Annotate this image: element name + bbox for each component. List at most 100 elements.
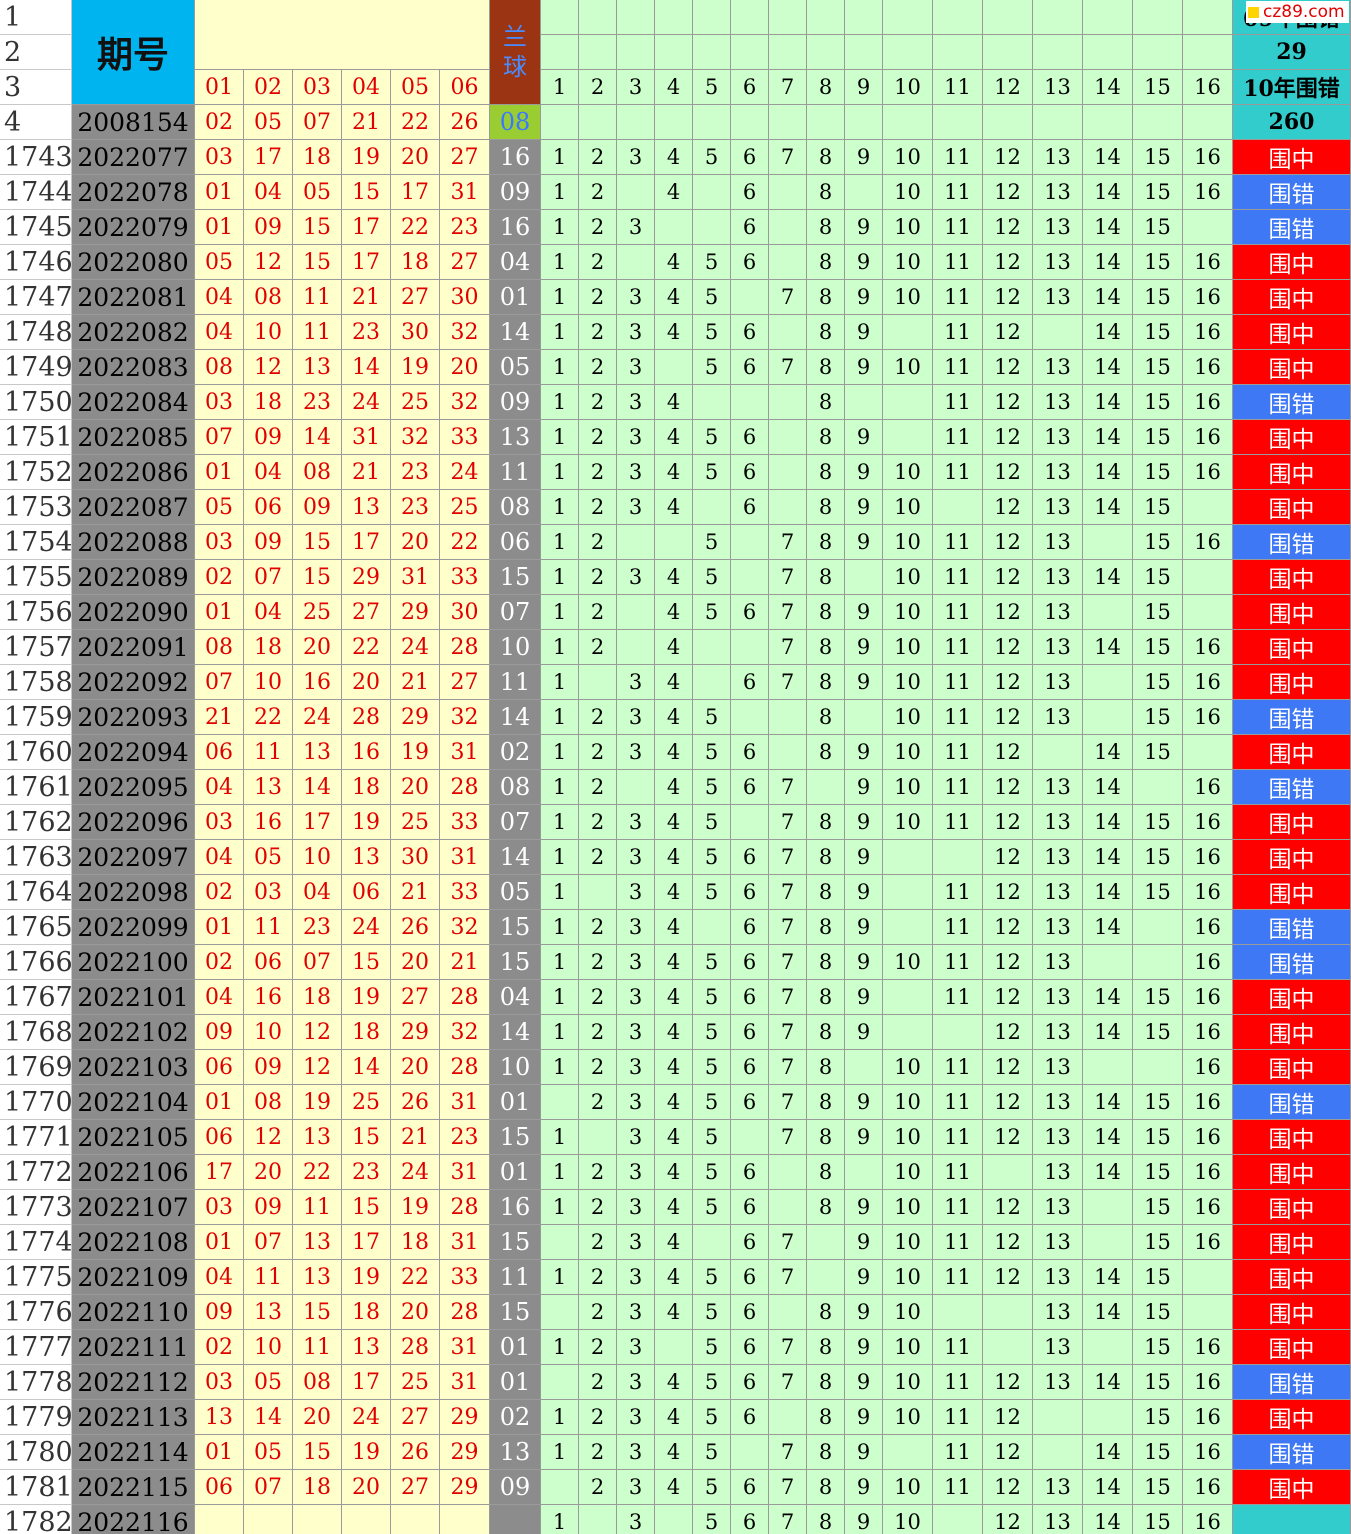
red-ball-cell[interactable]: 18	[244, 630, 293, 665]
red-ball-cell[interactable]: 23	[293, 385, 342, 420]
position-cell[interactable]: 14	[1083, 210, 1133, 245]
position-cell[interactable]: 6	[731, 875, 769, 910]
red-ball-cell[interactable]: 23	[440, 1120, 490, 1155]
position-cell[interactable]: 16	[1183, 1050, 1233, 1085]
position-cell[interactable]: 13	[1033, 1365, 1083, 1400]
position-cell[interactable]: 5	[693, 315, 731, 350]
position-cell[interactable]	[883, 910, 933, 945]
position-cell[interactable]: 14	[1083, 350, 1133, 385]
result-badge[interactable]: 围中	[1233, 980, 1351, 1015]
red-ball-cell[interactable]: 17	[391, 175, 440, 210]
red-ball-cell[interactable]: 13	[293, 735, 342, 770]
position-cell[interactable]: 9	[845, 350, 883, 385]
red-ball-cell[interactable]: 17	[293, 805, 342, 840]
blue-ball-cell[interactable]: 15	[490, 1225, 541, 1260]
position-cell[interactable]: 10	[883, 455, 933, 490]
position-cell[interactable]	[883, 420, 933, 455]
position-cell[interactable]: 2	[579, 1155, 617, 1190]
red-ball-cell[interactable]: 02	[195, 1330, 244, 1365]
red-ball-cell[interactable]: 31	[342, 420, 391, 455]
red-ball-cell[interactable]: 06	[342, 875, 391, 910]
red-ball-cell[interactable]: 20	[293, 1400, 342, 1435]
red-ball-cell[interactable]: 19	[293, 1085, 342, 1120]
position-cell[interactable]: 9	[845, 1085, 883, 1120]
red-ball-cell[interactable]: 28	[342, 700, 391, 735]
reference-blue-ball[interactable]: 08	[490, 105, 541, 140]
position-cell[interactable]: 11	[933, 700, 983, 735]
position-cell[interactable]: 6	[731, 1295, 769, 1330]
row-number[interactable]: 1771	[0, 1120, 72, 1155]
red-ball-cell[interactable]: 12	[244, 245, 293, 280]
red-ball-cell[interactable]: 17	[244, 140, 293, 175]
position-cell[interactable]	[541, 1085, 579, 1120]
red-ball-cell[interactable]: 31	[440, 840, 490, 875]
issue-number[interactable]: 2022101	[72, 980, 195, 1015]
position-cell[interactable]: 5	[693, 875, 731, 910]
row-number[interactable]: 1747	[0, 280, 72, 315]
position-cell[interactable]: 16	[1183, 1470, 1233, 1505]
red-ball-cell[interactable]: 05	[244, 840, 293, 875]
position-cell[interactable]: 12	[983, 1050, 1033, 1085]
blue-ball-cell[interactable]: 09	[490, 385, 541, 420]
position-cell[interactable]: 10	[883, 1050, 933, 1085]
position-cell[interactable]: 9	[845, 1435, 883, 1470]
position-cell[interactable]: 2	[579, 420, 617, 455]
position-cell[interactable]: 14	[1083, 1295, 1133, 1330]
position-cell[interactable]	[1133, 1050, 1183, 1085]
red-ball-cell[interactable]: 31	[440, 175, 490, 210]
reference-red-ball[interactable]: 02	[195, 105, 244, 140]
position-cell[interactable]: 13	[1033, 1085, 1083, 1120]
position-cell[interactable]: 9	[845, 1470, 883, 1505]
position-cell[interactable]: 6	[731, 420, 769, 455]
position-cell[interactable]: 13	[1033, 1120, 1083, 1155]
red-ball-cell[interactable]: 21	[342, 280, 391, 315]
position-cell[interactable]: 5	[693, 770, 731, 805]
position-cell[interactable]	[693, 1225, 731, 1260]
position-cell[interactable]: 4	[655, 1085, 693, 1120]
position-cell[interactable]: 6	[731, 210, 769, 245]
result-badge[interactable]: 围错	[1233, 1085, 1351, 1120]
position-cell[interactable]: 14	[1083, 245, 1133, 280]
position-cell[interactable]: 16	[1183, 140, 1233, 175]
position-cell[interactable]: 4	[655, 140, 693, 175]
position-cell[interactable]: 5	[693, 595, 731, 630]
position-cell[interactable]: 13	[1033, 455, 1083, 490]
red-ball-cell[interactable]: 32	[440, 700, 490, 735]
position-cell[interactable]: 4	[655, 945, 693, 980]
position-cell[interactable]: 7	[769, 1050, 807, 1085]
position-cell[interactable]: 8	[807, 140, 845, 175]
position-cell[interactable]: 5	[693, 840, 731, 875]
red-ball-cell[interactable]: 18	[391, 1225, 440, 1260]
position-cell[interactable]: 9	[845, 455, 883, 490]
result-badge[interactable]: 围中	[1233, 1015, 1351, 1050]
position-cell[interactable]: 13	[1033, 1155, 1083, 1190]
position-cell[interactable]	[1083, 1400, 1133, 1435]
red-ball-cell[interactable]: 22	[391, 210, 440, 245]
blue-ball-cell[interactable]	[490, 1505, 541, 1534]
position-cell[interactable]: 10	[883, 245, 933, 280]
position-cell[interactable]	[579, 1120, 617, 1155]
position-cell[interactable]: 10	[883, 945, 933, 980]
red-ball-cell[interactable]: 31	[440, 1330, 490, 1365]
red-ball-cell[interactable]: 18	[293, 1470, 342, 1505]
position-cell[interactable]: 10	[883, 140, 933, 175]
red-ball-cell[interactable]	[440, 1505, 490, 1534]
position-cell[interactable]: 3	[617, 1470, 655, 1505]
position-cell[interactable]: 9	[845, 1400, 883, 1435]
position-cell[interactable]: 11	[933, 455, 983, 490]
row-number[interactable]: 1752	[0, 455, 72, 490]
reference-position-cell[interactable]	[731, 105, 769, 140]
blue-ball-cell[interactable]: 01	[490, 1085, 541, 1120]
position-cell[interactable]: 5	[693, 1295, 731, 1330]
position-cell[interactable]: 11	[933, 1365, 983, 1400]
position-cell[interactable]: 14	[1083, 490, 1133, 525]
position-cell[interactable]: 3	[617, 665, 655, 700]
red-ball-cell[interactable]: 02	[195, 875, 244, 910]
position-cell[interactable]: 12	[983, 770, 1033, 805]
position-cell[interactable]: 15	[1133, 980, 1183, 1015]
result-badge[interactable]	[1233, 1505, 1351, 1534]
position-cell[interactable]: 8	[807, 1365, 845, 1400]
position-cell[interactable]	[769, 245, 807, 280]
position-cell[interactable]: 16	[1183, 770, 1233, 805]
issue-number[interactable]: 2022111	[72, 1330, 195, 1365]
